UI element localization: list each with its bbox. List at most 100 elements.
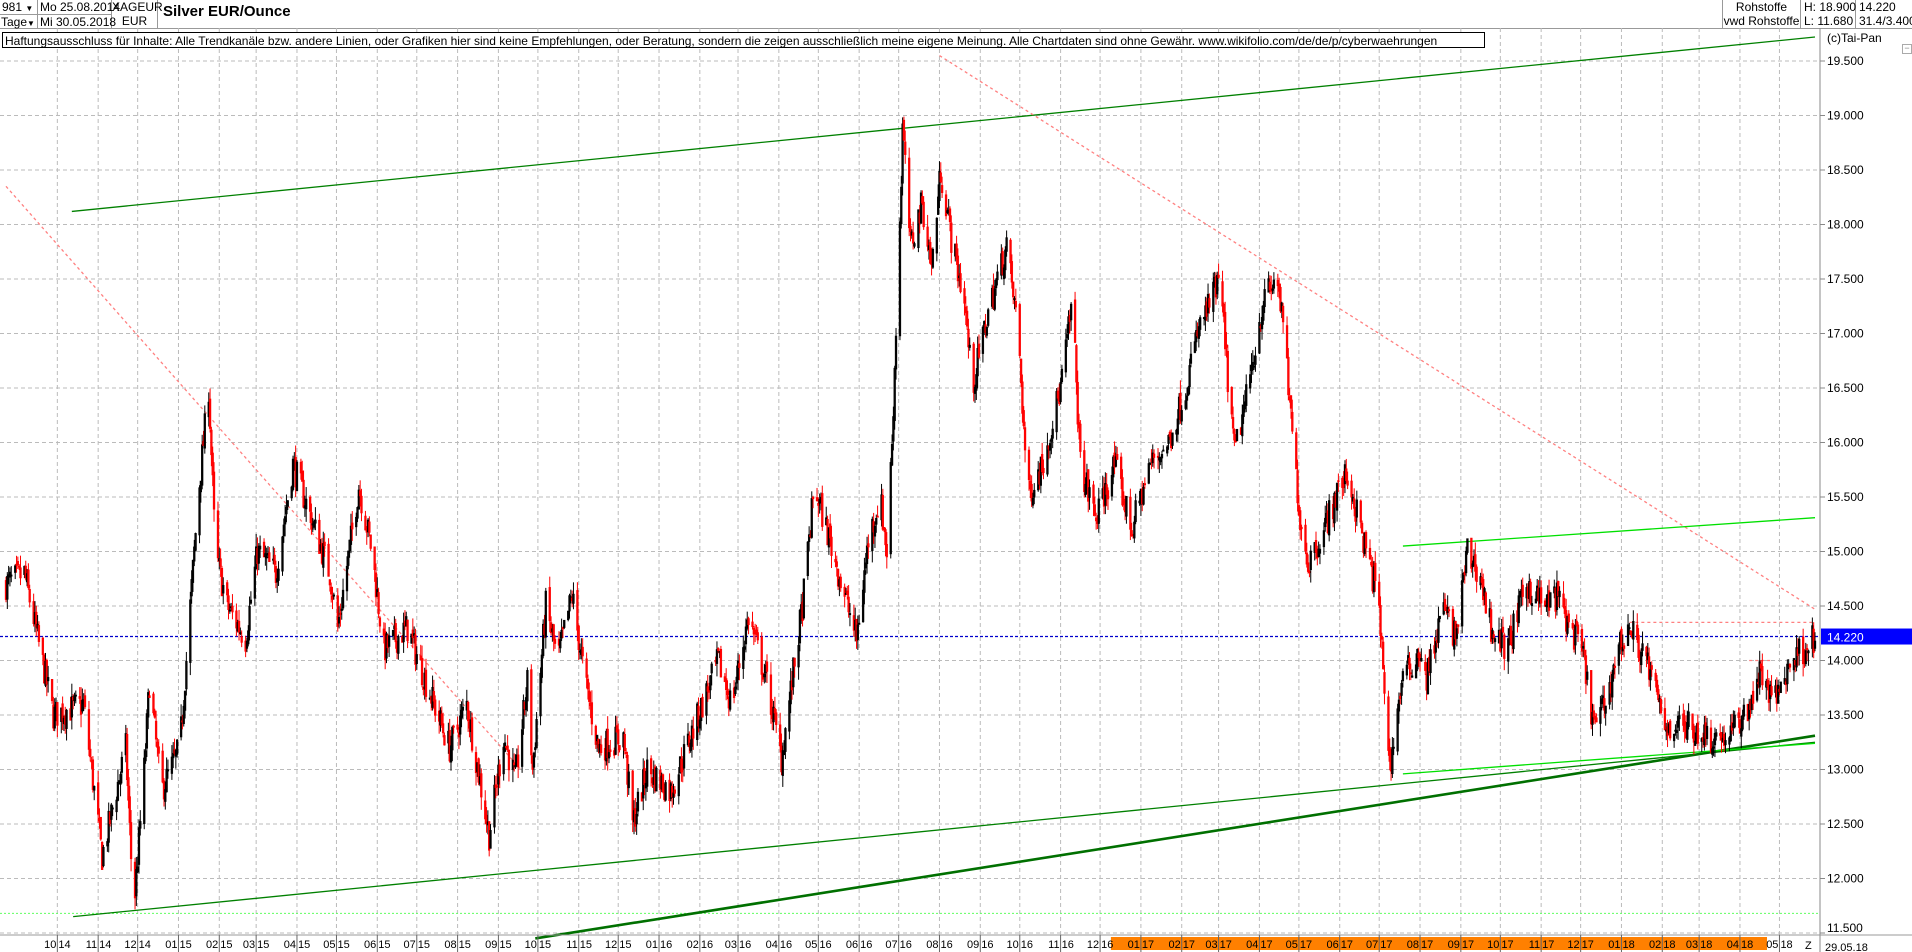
candle: [624, 747, 628, 759]
candle: [302, 470, 305, 509]
date-range[interactable]: Mo 25.08.2014 Mi 30.05.2018: [38, 0, 121, 29]
candle: [415, 646, 418, 671]
date-from[interactable]: Mo 25.08.2014: [38, 0, 121, 15]
candle-body: [274, 566, 278, 583]
x-tick-label-year: 14: [99, 939, 111, 951]
candle: [1674, 724, 1677, 736]
candle: [1770, 675, 1773, 697]
candle: [1475, 564, 1478, 593]
candle-body: [1776, 684, 1780, 704]
candle-body: [867, 543, 870, 548]
candle-body: [847, 596, 850, 613]
candle: [258, 535, 262, 558]
candle: [1391, 737, 1394, 778]
candle-body: [349, 525, 353, 545]
date-to[interactable]: Mi 30.05.2018: [40, 15, 117, 29]
candle-body: [1521, 584, 1524, 597]
candle: [1724, 732, 1727, 754]
candle: [743, 640, 746, 661]
candle-body: [688, 735, 691, 748]
candle-body: [1241, 414, 1244, 437]
candle-body: [1001, 251, 1004, 275]
candle: [91, 756, 95, 793]
candle: [1492, 631, 1495, 644]
candle: [1586, 665, 1589, 686]
candle-body: [940, 185, 944, 193]
candle: [1740, 715, 1743, 749]
candle: [581, 638, 584, 664]
candle: [99, 816, 102, 841]
candle: [1185, 387, 1189, 410]
candle: [1446, 595, 1449, 620]
candle-body: [1147, 463, 1150, 484]
candle: [1134, 493, 1137, 525]
candle: [520, 719, 524, 773]
y-tick-label: 13.000: [1827, 763, 1864, 777]
candle: [707, 682, 711, 700]
candle-body: [1437, 618, 1440, 643]
candle: [987, 307, 990, 328]
candle-body: [212, 471, 216, 510]
candle: [596, 734, 599, 752]
candle: [1636, 613, 1639, 643]
candle: [1766, 669, 1769, 691]
candle: [115, 796, 118, 821]
candle-body: [1268, 281, 1272, 291]
candle: [1650, 661, 1653, 677]
dropdown-arrow-icon[interactable]: ▼: [27, 19, 35, 28]
dropdown-arrow-icon[interactable]: ▼: [25, 4, 34, 13]
candle: [1549, 592, 1552, 608]
candle: [890, 434, 894, 467]
y-tick-label: 12.000: [1827, 872, 1864, 886]
candle-body: [586, 678, 590, 690]
candle-body: [182, 705, 185, 725]
candle-body: [341, 589, 345, 609]
candle-body: [1636, 624, 1639, 640]
period-selector[interactable]: 981 ▼ Tage▼: [0, 0, 38, 29]
candle-body: [1462, 573, 1465, 581]
candle: [1030, 475, 1033, 507]
candle: [1156, 448, 1160, 470]
minimize-icon[interactable]: −: [1902, 44, 1912, 54]
x-tick-label-month: 02: [1649, 939, 1661, 951]
candle-body: [1770, 686, 1773, 696]
candle: [735, 665, 738, 690]
candle-body: [1059, 382, 1062, 403]
candle-body: [1073, 299, 1077, 343]
candle: [459, 703, 462, 746]
candle-body: [314, 519, 317, 524]
candle-body: [747, 618, 750, 626]
candle-body: [310, 512, 313, 530]
candle: [18, 564, 21, 571]
candle-body: [199, 480, 203, 493]
candle-body: [1558, 590, 1561, 598]
candle-body: [1391, 747, 1394, 775]
candle-body: [330, 586, 333, 595]
candle: [1308, 569, 1311, 578]
candle-body: [567, 610, 570, 621]
candle: [535, 711, 538, 749]
candle-body: [1408, 657, 1411, 670]
candle: [1424, 654, 1427, 675]
candle-body: [91, 759, 95, 790]
candle: [1188, 358, 1191, 395]
currency: EUR: [121, 14, 148, 28]
candle: [1595, 713, 1598, 723]
x-tick-label-year: 18: [1663, 939, 1675, 951]
candle: [572, 582, 575, 610]
candle: [1461, 569, 1464, 634]
info-value: 31.4/3.400: [1859, 14, 1912, 28]
candle: [948, 206, 952, 232]
candle: [1242, 394, 1245, 424]
candle: [285, 494, 288, 523]
candle-body: [1185, 395, 1189, 401]
candle: [264, 545, 267, 566]
candle-body: [1748, 703, 1751, 720]
candle-body: [631, 770, 634, 821]
candle: [1678, 705, 1681, 731]
candle: [1401, 668, 1405, 688]
candle: [1241, 404, 1244, 445]
candle: [1641, 631, 1644, 657]
candle: [1359, 499, 1362, 529]
